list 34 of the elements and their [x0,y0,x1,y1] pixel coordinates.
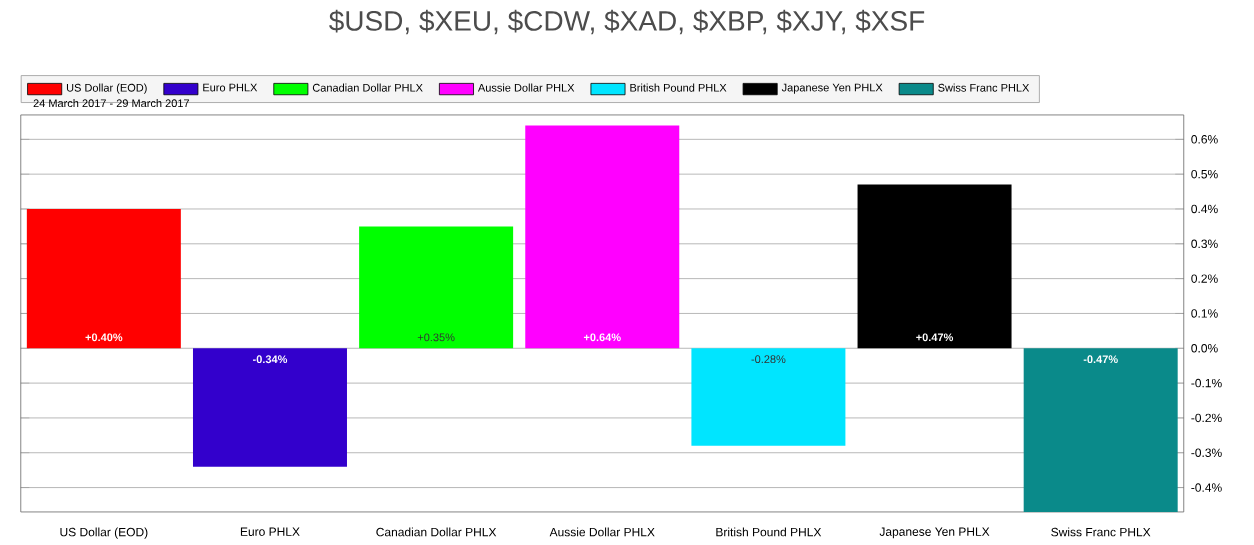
y-tick-label: -0.2% [1191,413,1222,422]
x-tick-label: Euro PHLX [240,527,300,536]
y-tick-label: 0.6% [1191,134,1218,144]
y-tick-label: -0.1% [1191,378,1222,388]
legend-label: Aussie Dollar PHLX [477,83,575,92]
data-label: +0.40% [85,333,123,342]
y-tick-label: 0.3% [1191,239,1218,248]
legend-label: Swiss Franc PHLX [938,83,1030,92]
y-tick-label: 0.0% [1191,343,1218,353]
chart-subtitle: 24 March 2017 - 29 March 2017 [33,98,190,107]
legend-label: Japanese Yen PHLX [781,83,883,94]
y-tick-label: 0.1% [1191,309,1218,318]
x-tick-label: Swiss Franc PHLX [1051,527,1151,537]
legend-label: British Pound PHLX [630,83,727,92]
x-tick-label: Aussie Dollar PHLX [549,527,655,537]
y-tick-label: 0.2% [1191,274,1218,283]
data-label: +0.47% [916,333,954,342]
y-tick-label: -0.3% [1191,448,1222,457]
legend-label: Canadian Dollar PHLX [312,83,423,92]
y-tick-label: 0.5% [1191,169,1218,179]
legend-label: US Dollar (EOD) [66,83,147,94]
data-label: +0.35% [417,333,455,342]
y-tick-label: 0.4% [1191,204,1218,214]
y-tick-label: -0.4% [1191,483,1222,492]
legend-label: Euro PHLX [203,83,258,92]
x-tick-label: Canadian Dollar PHLX [376,527,497,537]
data-label: -0.47% [1083,355,1118,363]
chart-title: $USD, $XEU, $CDW, $XAD, $XBP, $XJY, $XSF [329,9,925,34]
x-tick-label: Japanese Yen PHLX [879,527,990,539]
x-tick-label: US Dollar (EOD) [60,527,148,539]
data-label: -0.34% [253,355,288,363]
data-label: -0.28% [751,355,786,363]
x-tick-label: British Pound PHLX [716,527,822,537]
data-label: +0.64% [583,333,621,342]
